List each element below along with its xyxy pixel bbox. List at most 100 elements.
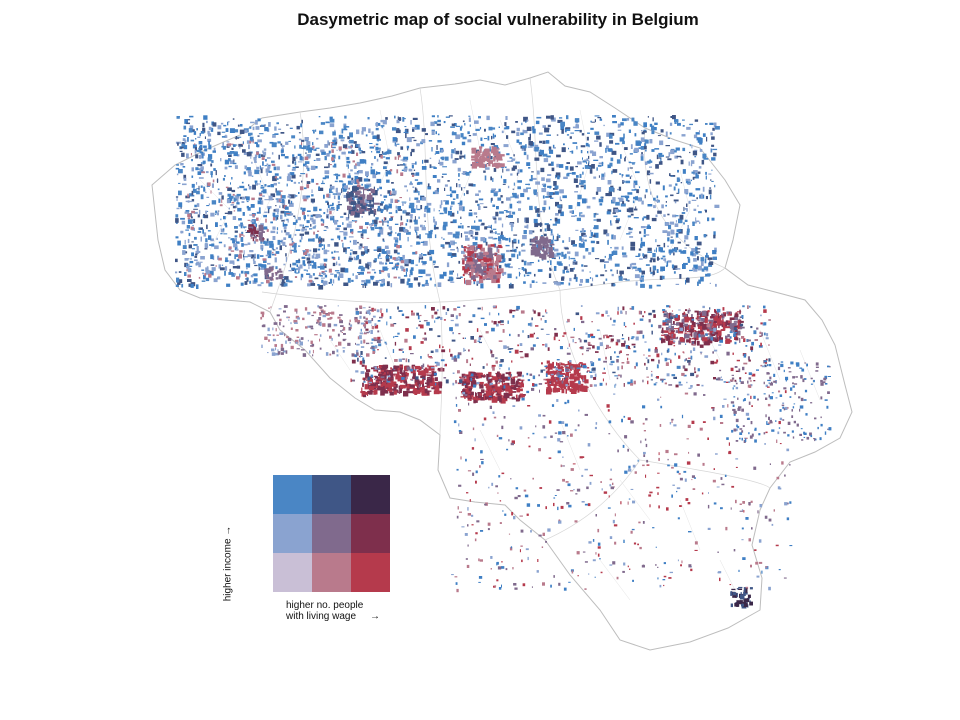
map-patch [306,257,311,261]
map-patch [455,125,461,127]
map-patch [308,263,310,267]
map-patch [479,158,482,161]
map-patch [399,364,404,370]
map-patch [336,272,341,274]
map-patch [511,384,517,390]
map-patch [550,376,554,382]
map-patch [598,175,600,178]
map-patch [410,137,415,139]
map-patch [224,175,226,177]
map-patch [645,234,650,236]
map-patch [684,332,687,334]
map-patch [188,265,193,267]
map-patch [302,227,305,229]
map-patch [521,147,527,151]
map-patch [313,226,315,229]
map-patch [708,319,714,322]
map-patch [579,182,584,185]
map-patch [451,277,454,281]
map-patch [609,140,614,144]
map-patch [460,216,462,219]
map-patch [673,150,677,153]
map-patch [656,364,659,369]
map-patch [723,313,726,317]
map-patch [239,185,245,189]
map-patch [332,131,336,136]
map-patch [763,381,765,385]
map-patch [295,156,298,159]
map-patch [359,225,363,229]
map-patch [546,178,551,183]
map-patch [466,375,472,380]
map-patch [396,143,400,145]
map-patch [527,262,532,266]
map-patch [424,385,428,387]
map-patch [220,158,222,162]
map-patch [469,261,475,265]
map-patch [550,373,554,376]
map-patch [308,279,313,283]
map-patch [314,166,318,169]
map-patch [421,260,423,263]
map-patch [421,390,428,396]
map-patch [331,144,333,148]
map-patch [276,227,279,231]
map-patch [490,271,497,276]
map-patch [671,333,674,338]
map-patch [502,258,506,263]
map-patch [335,187,338,193]
map-patch [311,264,317,269]
map-patch [515,246,518,249]
map-patch [532,230,535,233]
map-patch [252,257,255,262]
map-patch [506,135,509,139]
map-patch [413,335,416,339]
map-patch [293,181,297,184]
map-patch [258,153,261,159]
map-patch [266,238,269,243]
map-patch [239,273,241,278]
map-patch [429,157,432,159]
map-patch [458,333,461,335]
map-patch [438,210,440,212]
map-patch [356,179,359,183]
map-patch [598,198,604,203]
map-patch [346,164,348,167]
map-patch [343,236,347,240]
map-patch [692,347,696,351]
map-patch [525,183,529,185]
map-patch [610,223,613,226]
map-patch [176,277,180,283]
map-patch [223,233,228,235]
map-patch [491,197,493,201]
map-patch [280,198,282,203]
map-patch [219,267,225,271]
map-patch [243,257,245,261]
map-patch [263,240,266,244]
map-patch [465,171,470,176]
map-patch [556,362,558,366]
map-patch [263,258,267,263]
map-patch [612,371,616,374]
map-patch [320,223,325,226]
map-patch [479,384,484,389]
map-patch [396,268,398,271]
map-patch [613,250,618,255]
map-patch [582,365,587,368]
map-patch [405,376,408,380]
map-patch [747,356,750,360]
map-patch [365,134,368,137]
map-patch [668,384,673,386]
map-patch [578,363,581,367]
map-patch [451,339,456,342]
map-patch [624,157,626,162]
map-patch [607,148,613,152]
map-patch [539,140,542,144]
map-patch [518,397,520,399]
map-patch [659,140,664,146]
map-patch [242,243,248,246]
map-patch [369,193,371,196]
map-patch [626,361,630,364]
map-patch [536,116,542,119]
map-patch [187,193,189,198]
